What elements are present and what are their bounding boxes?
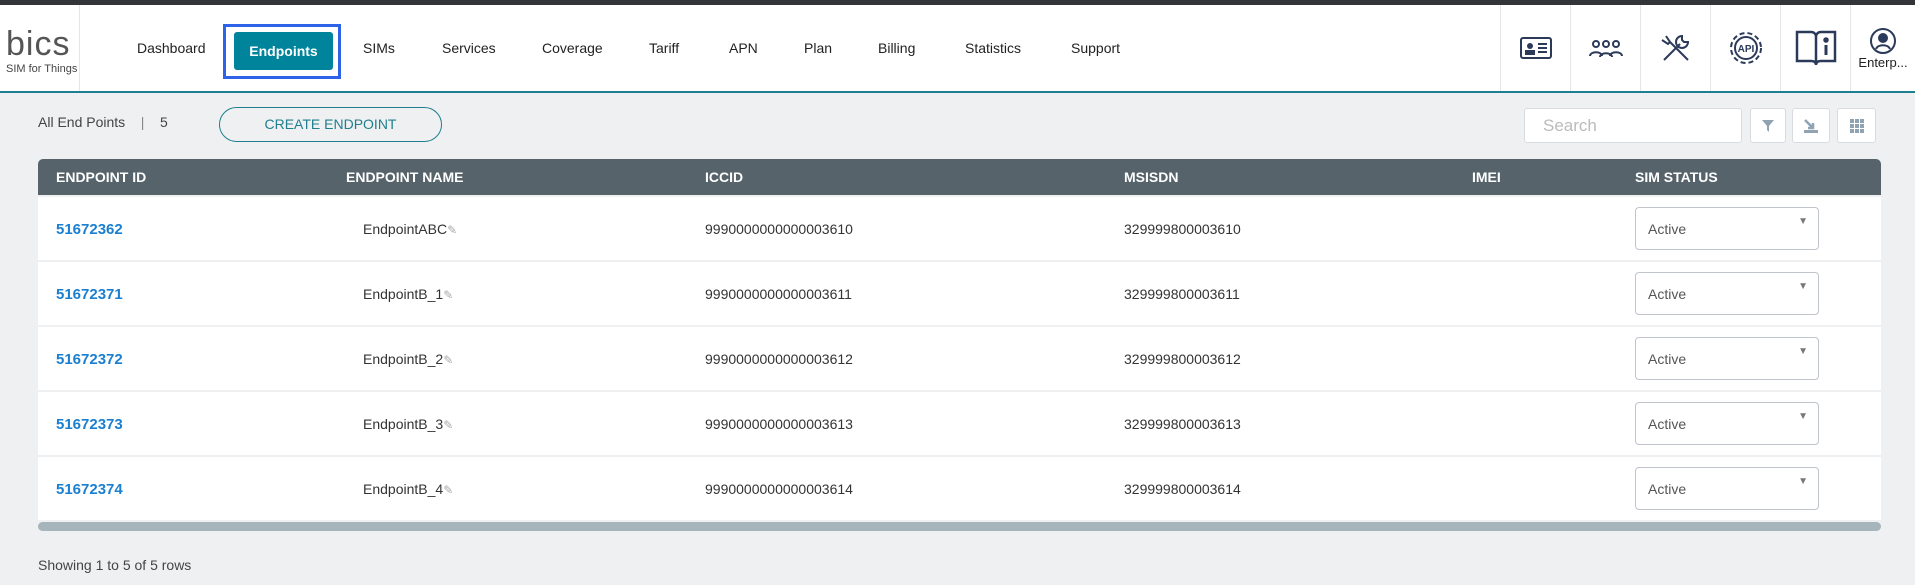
endpoint-name-text: EndpointB_4 [363, 481, 444, 497]
chevron-down-icon: ▼ [1798, 476, 1808, 487]
nav-apn[interactable]: APN [729, 40, 758, 56]
edit-pencil-icon[interactable]: ✎ [443, 353, 454, 367]
sim-status-select[interactable]: Active ▼ [1635, 337, 1819, 380]
endpoint-name: EndpointB_2✎ [363, 351, 453, 367]
sim-status-select[interactable]: Active ▼ [1635, 272, 1819, 315]
table-row: 51672362 EndpointABC✎ 999000000000000361… [38, 197, 1881, 260]
table-row: 51672372 EndpointB_2✎ 999000000000000361… [38, 327, 1881, 390]
nav-billing[interactable]: Billing [878, 40, 916, 56]
sim-status-value: Active [1648, 351, 1687, 367]
edit-pencil-icon[interactable]: ✎ [443, 418, 454, 432]
api-gear-icon[interactable]: API [1710, 5, 1780, 91]
nav-sims[interactable]: SIMs [363, 40, 395, 56]
grid-icon [1849, 118, 1864, 133]
iccid: 9990000000000003614 [705, 481, 853, 497]
chevron-down-icon: ▼ [1798, 346, 1808, 357]
endpoint-id-link[interactable]: 51672373 [56, 416, 123, 433]
iccid: 9990000000000003611 [705, 286, 852, 302]
svg-text:API: API [1737, 44, 1754, 55]
endpoint-name-text: EndpointABC [363, 221, 448, 237]
sim-status-value: Active [1648, 286, 1687, 302]
table-row: 51672373 EndpointB_3✎ 999000000000000361… [38, 392, 1881, 455]
col-endpoint-id[interactable]: ENDPOINT ID [56, 169, 147, 185]
endpoint-id-link[interactable]: 51672362 [56, 221, 123, 238]
nav-endpoints[interactable]: Endpoints [234, 32, 333, 70]
chevron-down-icon: ▼ [1798, 411, 1808, 422]
pagination-info: Showing 1 to 5 of 5 rows [38, 557, 192, 573]
top-navigation: bics SIM for Things Dashboard Endpoints … [0, 5, 1915, 93]
iccid: 9990000000000003612 [705, 351, 853, 367]
nav-statistics[interactable]: Statistics [965, 40, 1022, 56]
endpoint-name: EndpointB_3✎ [363, 416, 453, 432]
endpoint-name-text: EndpointB_2 [363, 351, 444, 367]
endpoint-id-link[interactable]: 51672371 [56, 286, 123, 303]
user-menu[interactable]: Enterp... [1850, 5, 1915, 91]
endpoint-name: EndpointB_1✎ [363, 286, 453, 302]
nav-coverage[interactable]: Coverage [542, 40, 603, 56]
window-top-bar [0, 0, 1915, 5]
endpoints-table: ENDPOINT ID ENDPOINT NAME ICCID MSISDN I… [38, 159, 1881, 520]
search-input[interactable] [1524, 108, 1742, 143]
iccid: 9990000000000003613 [705, 416, 853, 432]
col-imei[interactable]: IMEI [1472, 169, 1501, 185]
table-header: ENDPOINT ID ENDPOINT NAME ICCID MSISDN I… [38, 159, 1881, 195]
nav-dashboard[interactable]: Dashboard [137, 40, 206, 56]
table-row: 51672371 EndpointB_1✎ 999000000000000361… [38, 262, 1881, 325]
sim-status-select[interactable]: Active ▼ [1635, 467, 1819, 510]
endpoint-count-label: All End Points | 5 [38, 114, 168, 130]
msisdn: 329999800003610 [1124, 221, 1241, 237]
logo-tagline: SIM for Things [6, 63, 78, 75]
iccid: 9990000000000003610 [705, 221, 853, 237]
nav-support[interactable]: Support [1071, 40, 1121, 56]
tools-icon[interactable] [1640, 5, 1710, 91]
col-iccid[interactable]: ICCID [705, 169, 744, 185]
horizontal-scrollbar[interactable] [38, 522, 1881, 531]
endpoint-id-link[interactable]: 51672372 [56, 351, 123, 368]
sim-status-value: Active [1648, 416, 1687, 432]
export-button[interactable] [1792, 108, 1830, 143]
nav-plan[interactable]: Plan [804, 40, 833, 56]
filter-button[interactable] [1750, 108, 1786, 143]
msisdn: 329999800003611 [1124, 286, 1240, 302]
msisdn: 329999800003614 [1124, 481, 1241, 497]
id-card-icon[interactable] [1500, 5, 1570, 91]
endpoint-id-link[interactable]: 51672374 [56, 481, 123, 498]
user-icon [1870, 27, 1896, 54]
sim-status-select[interactable]: Active ▼ [1635, 207, 1819, 250]
filter-icon [1762, 119, 1774, 132]
endpoint-name: EndpointABC✎ [363, 221, 457, 237]
chevron-down-icon: ▼ [1798, 216, 1808, 227]
edit-pencil-icon[interactable]: ✎ [447, 223, 458, 237]
msisdn: 329999800003613 [1124, 416, 1241, 432]
msisdn: 329999800003612 [1124, 351, 1241, 367]
user-label: Enterp... [1858, 54, 1908, 70]
col-endpoint-name[interactable]: ENDPOINT NAME [346, 169, 464, 185]
edit-pencil-icon[interactable]: ✎ [443, 483, 454, 497]
endpoint-name: EndpointB_4✎ [363, 481, 453, 497]
export-icon [1804, 118, 1818, 133]
sim-status-select[interactable]: Active ▼ [1635, 402, 1819, 445]
chevron-down-icon: ▼ [1798, 281, 1808, 292]
sim-status-value: Active [1648, 221, 1687, 237]
nav-services[interactable]: Services [442, 40, 496, 56]
nav-tariff[interactable]: Tariff [649, 40, 680, 56]
users-group-icon[interactable] [1570, 5, 1640, 91]
list-title: All End Points [38, 114, 126, 130]
col-sim-status[interactable]: SIM STATUS [1635, 169, 1718, 185]
separator: | [140, 114, 145, 130]
endpoint-name-text: EndpointB_1 [363, 286, 444, 302]
sim-status-value: Active [1648, 481, 1687, 497]
info-book-icon[interactable] [1780, 5, 1850, 91]
endpoint-count: 5 [159, 114, 168, 130]
logo-brand: bics [6, 25, 71, 63]
endpoint-name-text: EndpointB_3 [363, 416, 444, 432]
columns-button[interactable] [1837, 108, 1876, 143]
edit-pencil-icon[interactable]: ✎ [443, 288, 454, 302]
bics-logo[interactable]: bics SIM for Things [0, 5, 80, 91]
create-endpoint-button[interactable]: CREATE ENDPOINT [219, 107, 442, 142]
table-row: 51672374 EndpointB_4✎ 999000000000000361… [38, 457, 1881, 520]
col-msisdn[interactable]: MSISDN [1124, 169, 1179, 185]
